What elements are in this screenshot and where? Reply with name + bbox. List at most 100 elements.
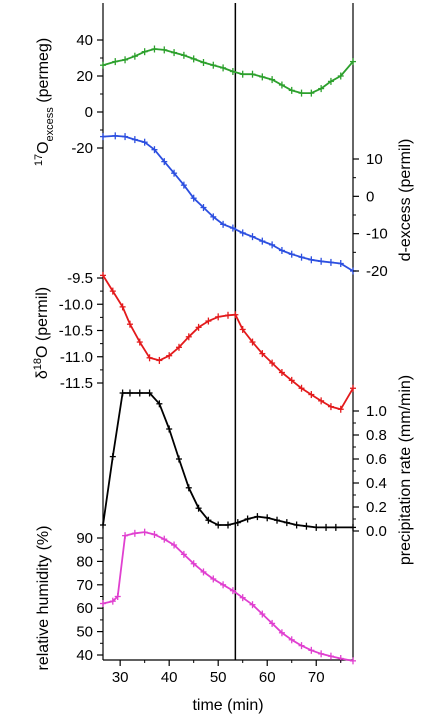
- precip-data-point: [109, 453, 116, 461]
- rh-data-point: [210, 575, 217, 583]
- o17-data-point: [131, 52, 138, 60]
- o17-label-base: O: [35, 141, 52, 153]
- dexcess-data-point: [180, 181, 187, 189]
- o17-data-point: [249, 70, 256, 78]
- rh-y-tick-label: 80: [76, 553, 93, 570]
- dexcess-data-point: [151, 146, 158, 154]
- d18o-label-rest: O (permil): [34, 287, 51, 358]
- o17-data-point: [288, 86, 295, 94]
- precip-data-point: [175, 455, 182, 463]
- precip-data-point: [244, 515, 251, 523]
- rh-data-point: [298, 642, 305, 650]
- dexcess-data-point: [298, 253, 305, 261]
- d18o-data-point: [298, 384, 305, 392]
- d18o-data-point: [249, 338, 256, 346]
- precip-data-point: [156, 400, 163, 408]
- d18o-data-point: [175, 343, 182, 351]
- rh-data-point: [131, 529, 138, 537]
- d18o-data-point: [288, 376, 295, 384]
- dexcess-data-point: [269, 241, 276, 249]
- o17-data-point: [298, 89, 305, 97]
- dexcess-data-point: [229, 224, 236, 232]
- o17-data-point: [141, 48, 148, 56]
- rh-data-point: [200, 568, 207, 576]
- o17-data-point: [112, 58, 119, 66]
- dexcess-data-point: [318, 257, 325, 265]
- d18o-data-point: [119, 303, 126, 311]
- rh-data-point: [114, 593, 121, 600]
- x-tick-label: 50: [210, 669, 227, 686]
- rh-data-point: [190, 560, 197, 568]
- x-axis-label: time (min): [192, 697, 263, 714]
- rh-data-point: [249, 601, 256, 609]
- precip-data-point: [225, 521, 231, 529]
- d18o-data-point: [308, 391, 315, 399]
- o17-data-point: [122, 56, 129, 64]
- rh-y-tick-label: 50: [76, 624, 93, 641]
- precip-data-point: [332, 523, 339, 531]
- dexcess-data-point: [171, 169, 178, 177]
- d18o-label-sup: 18: [32, 358, 44, 370]
- rh-data-point: [141, 528, 148, 536]
- o17-label-rest: (permeg): [35, 38, 52, 107]
- precip-data-point: [100, 521, 106, 529]
- precip-y-tick-label: 0.6: [366, 451, 387, 468]
- o17-data-point: [180, 51, 187, 59]
- dexcess-data-point: [239, 229, 246, 237]
- rh-data-point: [278, 629, 285, 637]
- precip-axis-label: precipitation rate (mm/min): [397, 375, 414, 565]
- dexcess-data-point: [100, 133, 106, 141]
- rh-data-point: [171, 541, 178, 549]
- d18o-y-tick-label: -11.5: [60, 375, 93, 392]
- d18o-data-point: [146, 354, 153, 362]
- d18o-data-point: [126, 320, 133, 328]
- d18o-data-point: [327, 403, 334, 411]
- o17-y-tick-label: -20: [71, 140, 93, 157]
- o17-data-point: [200, 59, 207, 66]
- o17-y-tick-label: 40: [76, 32, 93, 49]
- d18o-data-point: [232, 311, 239, 319]
- d18o-data-point: [185, 333, 192, 341]
- series-layer: [100, 45, 356, 665]
- d18o-y-tick-label: -9.5: [67, 270, 93, 287]
- dexcess-y-tick-label: -20: [366, 263, 388, 280]
- precip-data-point: [350, 523, 356, 531]
- o17-y-tick-label: 0: [85, 104, 93, 121]
- d18o-data-point: [136, 338, 143, 346]
- d18o-data-point: [215, 313, 222, 321]
- d18o-data-point: [166, 352, 173, 360]
- o17-series-line: [102, 48, 354, 94]
- d18o-data-point: [278, 369, 285, 376]
- precip-data-point: [215, 521, 222, 529]
- d18o-data-point: [259, 350, 266, 358]
- precip-data-point: [234, 519, 241, 527]
- dexcess-data-point: [141, 138, 148, 146]
- precip-data-point: [264, 514, 271, 522]
- o17-data-point: [220, 64, 227, 72]
- rh-data-point: [269, 619, 276, 627]
- precip-data-point: [119, 389, 126, 397]
- precip-data-point: [254, 513, 261, 521]
- precip-data-point: [323, 523, 330, 531]
- precip-data-point: [303, 522, 310, 530]
- o17-data-point: [350, 58, 356, 66]
- x-tick-label: 60: [259, 669, 276, 686]
- o17-data-point: [259, 73, 266, 81]
- rh-y-tick-label: 60: [76, 600, 93, 617]
- rh-data-point: [151, 530, 158, 538]
- d18o-data-point: [337, 405, 344, 413]
- o17-data-point: [318, 85, 325, 93]
- rh-data-point: [327, 652, 334, 660]
- d18o-data-point: [195, 323, 202, 331]
- d18o-data-point: [225, 311, 231, 319]
- precip-data-point: [313, 523, 320, 531]
- precip-data-point: [205, 516, 212, 524]
- rh-data-point: [161, 535, 168, 543]
- o17-data-point: [337, 72, 344, 80]
- o17-data-point: [190, 55, 197, 63]
- dexcess-data-point: [220, 220, 227, 228]
- labels-layer: time (min) 17Oexcess (permeg) d-excess (pe…: [32, 38, 414, 714]
- precip-data-point: [274, 516, 281, 524]
- d18o-data-point: [269, 359, 276, 367]
- x-tick-label: 30: [112, 669, 129, 686]
